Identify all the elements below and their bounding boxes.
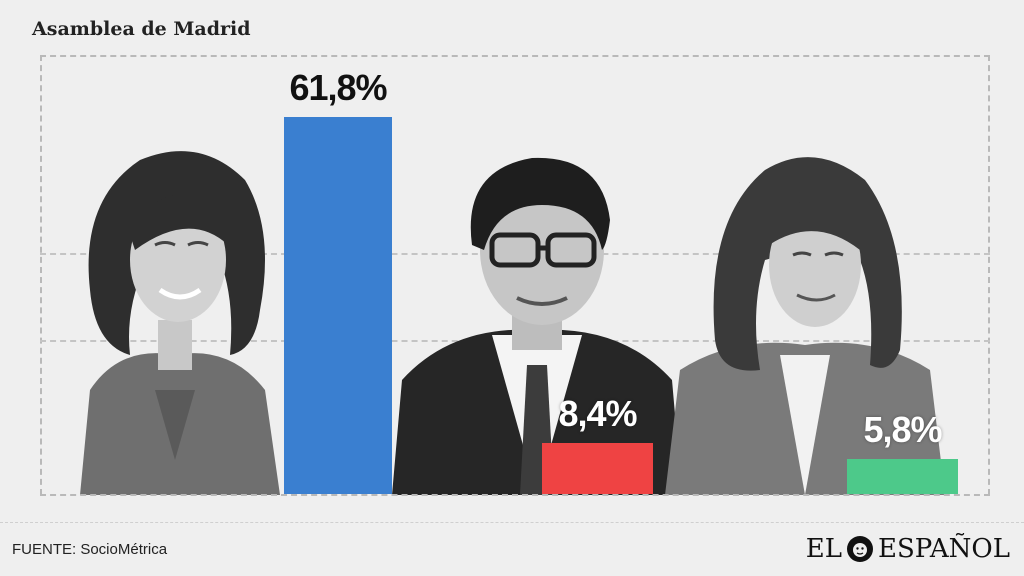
publisher-logo: EL ESPAÑOL [806, 534, 1010, 564]
source-note: FUENTE: SocioMétrica [12, 541, 168, 558]
footer-divider [0, 522, 1024, 523]
candidate-photo-1 [80, 151, 280, 495]
plot-area [40, 55, 990, 495]
chart-title: Asamblea de Madrid [32, 18, 251, 40]
candidate-photo-3 [665, 157, 945, 495]
bar-value-label-3: 5,8% [863, 408, 942, 450]
bar-value-label-2: 8,4% [558, 392, 637, 434]
lion-icon [846, 536, 873, 562]
bar-1 [284, 117, 392, 494]
logo-text-el: EL [805, 534, 842, 564]
logo-text-espanol: ESPAÑOL [877, 534, 1010, 564]
candidate-photo-2 [392, 157, 682, 495]
bar-value-label-1: 61,8% [289, 67, 387, 109]
bar-2 [542, 442, 653, 494]
baseline [40, 494, 990, 496]
bar-3 [847, 458, 958, 494]
